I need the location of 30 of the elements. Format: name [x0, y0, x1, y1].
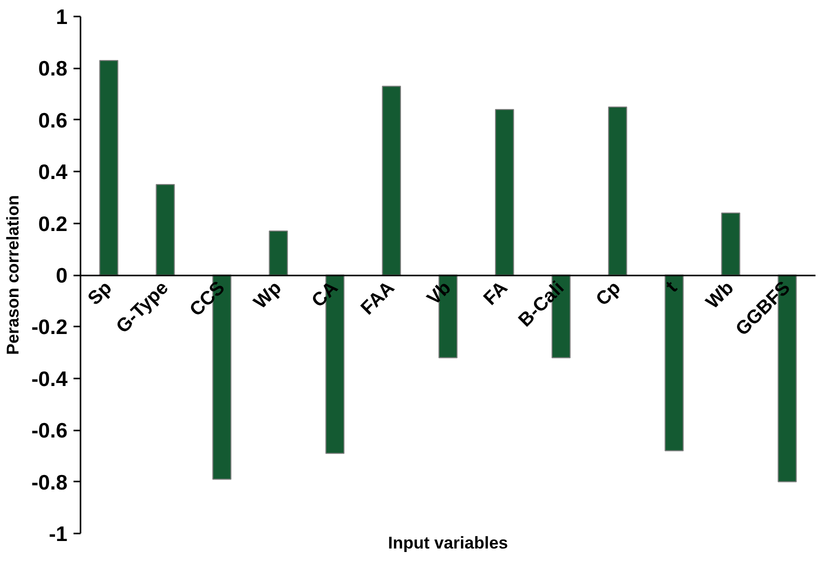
bar — [156, 184, 175, 276]
x-axis-title: Input variables — [388, 534, 508, 552]
x-tick-label: FAA — [357, 277, 400, 320]
bar — [721, 212, 740, 276]
bar — [664, 274, 684, 452]
y-tick-label: -1 — [48, 523, 68, 546]
y-tick-label: -0.2 — [31, 316, 68, 340]
y-tick-label: 0.6 — [38, 109, 68, 132]
y-tick-label: 0.2 — [38, 212, 68, 236]
x-tick-label: Sp — [84, 278, 116, 310]
x-tick-label: Cp — [592, 278, 626, 310]
x-tick-label: Wb — [702, 278, 738, 314]
bar — [608, 106, 628, 276]
y-tick-label: 0 — [56, 264, 68, 288]
y-tick-label: 0.8 — [38, 58, 68, 81]
bar — [99, 60, 118, 276]
x-tick-label: FA — [480, 277, 512, 310]
x-tick-label: Vb — [423, 278, 456, 310]
bar — [494, 109, 514, 276]
y-tick-label: 1 — [56, 6, 68, 29]
y-tick-label: -0.6 — [31, 420, 68, 443]
y-tick-label: -0.4 — [31, 368, 68, 391]
y-axis-title: Perason correlation — [3, 195, 22, 355]
bar — [268, 230, 288, 276]
y-tick-label: -0.8 — [31, 471, 68, 494]
x-tick-label: Wp — [250, 278, 286, 314]
x-tick-label: CA — [308, 277, 343, 312]
bar — [382, 86, 402, 276]
x-tick-label: t — [662, 277, 682, 297]
y-tick-label: 0.4 — [38, 161, 68, 184]
